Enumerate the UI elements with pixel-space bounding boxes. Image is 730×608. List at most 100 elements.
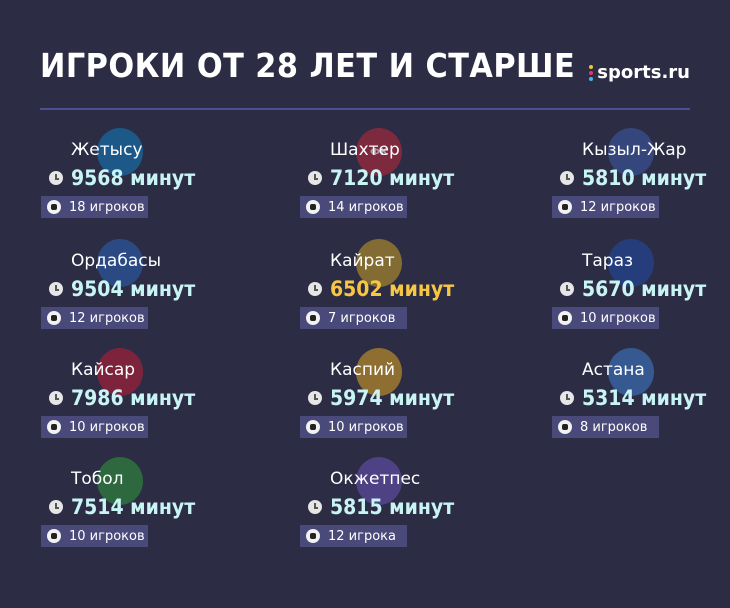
- team-logo-icon: [608, 128, 654, 176]
- team-card: Тобол 7514 минут 10 игроков: [41, 457, 241, 557]
- team-card: Кайсар 7986 минут 10 игроков: [41, 348, 241, 448]
- minutes-row: 7986 минут: [49, 386, 209, 410]
- minutes-value: 5314 минут: [582, 386, 707, 410]
- minutes-row: 5670 минут: [560, 277, 720, 301]
- minutes-value: 7514 минут: [71, 495, 196, 519]
- players-badge: 14 игроков: [300, 196, 407, 218]
- players-count: 12 игроков: [69, 310, 145, 326]
- minutes-row: 5810 минут: [560, 166, 720, 190]
- minutes-row: 5974 минут: [308, 386, 468, 410]
- team-logo-icon: [356, 239, 402, 287]
- team-logo-icon: [608, 348, 654, 396]
- players-count: 10 игроков: [69, 419, 145, 435]
- players-count: 10 игроков: [580, 310, 656, 326]
- team-logo-icon: [97, 457, 143, 505]
- page-title: ИГРОКИ ОТ 28 ЛЕТ И СТАРШЕ: [40, 46, 576, 85]
- minutes-row: 9568 минут: [49, 166, 209, 190]
- players-badge: 10 игроков: [552, 307, 659, 329]
- team-logo-icon: [356, 457, 402, 505]
- team-name: Кайсар: [71, 360, 136, 380]
- football-icon: [558, 420, 572, 434]
- players-count: 10 игроков: [69, 528, 145, 544]
- team-card: Каспий 5974 минут 10 игроков: [300, 348, 500, 448]
- team-name: Астана: [582, 360, 645, 380]
- team-logo-icon: ФК: [356, 128, 402, 176]
- team-name: Жетысу: [71, 140, 143, 160]
- football-icon: [47, 529, 61, 543]
- brand-logo: sports.ru: [589, 62, 690, 83]
- team-name: Кайрат: [330, 251, 395, 271]
- clock-icon: [560, 171, 574, 185]
- team-name: Окжетпес: [330, 469, 421, 489]
- minutes-row: 5314 минут: [560, 386, 720, 410]
- team-card: Кайрат 6502 минут 7 игроков: [300, 239, 500, 339]
- clock-icon: [49, 282, 63, 296]
- minutes-row: 9504 минут: [49, 277, 209, 301]
- players-count: 12 игроков: [580, 199, 656, 215]
- football-icon: [306, 311, 320, 325]
- football-icon: [306, 420, 320, 434]
- team-logo-icon: [97, 128, 143, 176]
- players-count: 7 игроков: [328, 310, 396, 326]
- clock-icon: [560, 391, 574, 405]
- football-icon: [306, 529, 320, 543]
- football-icon: [558, 311, 572, 325]
- clock-icon: [308, 391, 322, 405]
- players-count: 12 игрока: [328, 528, 396, 544]
- players-badge: 10 игроков: [300, 416, 407, 438]
- minutes-row: 7120 минут: [308, 166, 468, 190]
- minutes-value: 5670 минут: [582, 277, 707, 301]
- players-badge: 10 игроков: [41, 416, 148, 438]
- brand-dots-icon: [589, 64, 594, 81]
- minutes-value: 5974 минут: [330, 386, 455, 410]
- players-badge: 7 игроков: [300, 307, 407, 329]
- team-card: Тараз 5670 минут 10 игроков: [552, 239, 730, 339]
- header-divider: [40, 108, 690, 110]
- football-icon: [47, 311, 61, 325]
- players-badge: 12 игроков: [552, 196, 659, 218]
- team-card: Астана 5314 минут 8 игроков: [552, 348, 730, 448]
- football-icon: [47, 200, 61, 214]
- minutes-value: 6502 минут: [330, 277, 455, 301]
- players-count: 8 игроков: [580, 419, 648, 435]
- clock-icon: [308, 500, 322, 514]
- team-card: Ордабасы 9504 минут 12 игроков: [41, 239, 241, 339]
- minutes-row: 5815 минут: [308, 495, 468, 519]
- players-count: 10 игроков: [328, 419, 404, 435]
- football-icon: [47, 420, 61, 434]
- players-badge: 18 игроков: [41, 196, 148, 218]
- players-badge: 10 игроков: [41, 525, 148, 547]
- minutes-value: 9568 минут: [71, 166, 196, 190]
- team-logo-icon: [608, 239, 654, 287]
- players-badge: 12 игроков: [41, 307, 148, 329]
- team-card: Окжетпес 5815 минут 12 игрока: [300, 457, 500, 557]
- team-logo-icon: [97, 239, 143, 287]
- football-icon: [558, 200, 572, 214]
- players-badge: 12 игрока: [300, 525, 407, 547]
- team-name: Шахтер: [330, 140, 400, 160]
- team-card: Жетысу 9568 минут 18 игроков: [41, 128, 241, 228]
- team-logo-icon: [356, 348, 402, 396]
- clock-icon: [49, 391, 63, 405]
- minutes-value: 5810 минут: [582, 166, 707, 190]
- team-logo-icon: [97, 348, 143, 396]
- clock-icon: [308, 282, 322, 296]
- clock-icon: [560, 282, 574, 296]
- players-count: 18 игроков: [69, 199, 145, 215]
- clock-icon: [49, 500, 63, 514]
- football-icon: [306, 200, 320, 214]
- minutes-value: 7120 минут: [330, 166, 455, 190]
- team-name: Кызыл-Жар: [582, 140, 687, 160]
- minutes-value: 5815 минут: [330, 495, 455, 519]
- team-name: Каспий: [330, 360, 396, 380]
- minutes-value: 7986 минут: [71, 386, 196, 410]
- brand-name: sports.ru: [597, 62, 690, 83]
- clock-icon: [49, 171, 63, 185]
- team-name: Тараз: [582, 251, 634, 271]
- minutes-value: 9504 минут: [71, 277, 196, 301]
- minutes-row: 7514 минут: [49, 495, 209, 519]
- players-badge: 8 игроков: [552, 416, 659, 438]
- clock-icon: [308, 171, 322, 185]
- minutes-row: 6502 минут: [308, 277, 468, 301]
- team-name: Ордабасы: [71, 251, 162, 271]
